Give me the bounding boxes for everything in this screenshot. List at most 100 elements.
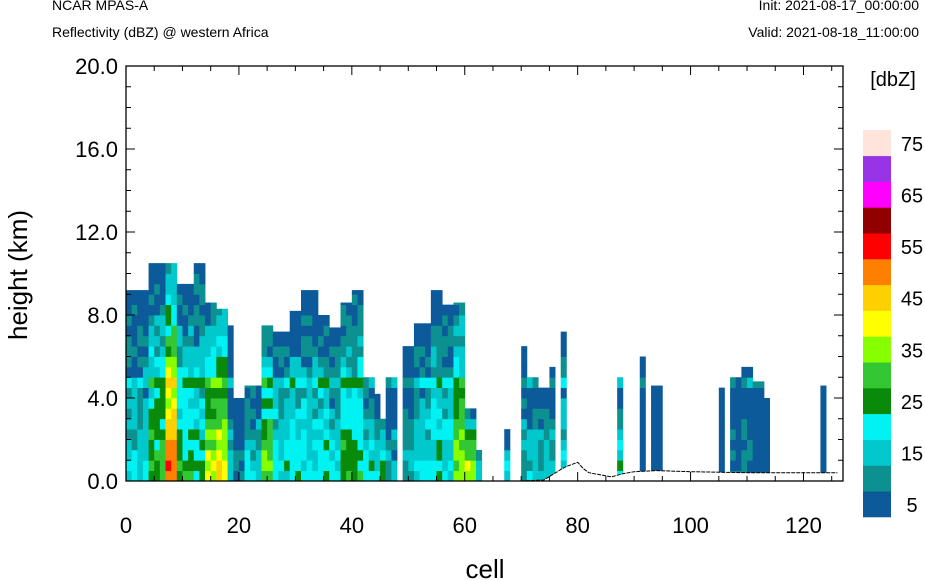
reflectivity-cell [549, 449, 556, 461]
reflectivity-cell [464, 429, 471, 440]
reflectivity-cell [221, 366, 229, 378]
reflectivity-cell [165, 325, 172, 337]
reflectivity-cell [272, 418, 279, 430]
reflectivity-cell [651, 418, 658, 430]
reflectivity-cell [165, 408, 172, 420]
reflectivity-cell [402, 439, 409, 451]
reflectivity-cell [752, 449, 759, 461]
colorbar-label: 45 [901, 289, 923, 311]
reflectivity-cell [210, 315, 217, 326]
reflectivity-cell [199, 387, 206, 399]
reflectivity-cell [453, 470, 460, 482]
reflectivity-cell [154, 418, 161, 430]
terrain-layer [126, 461, 838, 482]
reflectivity-cell [430, 470, 437, 482]
reflectivity-cell [210, 449, 217, 461]
reflectivity-cell [159, 346, 166, 357]
reflectivity-cell [205, 304, 212, 316]
reflectivity-cell [210, 439, 217, 451]
reflectivity-cell [278, 398, 285, 409]
reflectivity-cell [459, 302, 466, 306]
reflectivity-cell [171, 460, 178, 472]
reflectivity-cell [272, 356, 279, 368]
reflectivity-cell [227, 346, 234, 357]
reflectivity-cell [735, 377, 742, 389]
reflectivity-cell [747, 460, 754, 472]
reflectivity-cell [306, 356, 313, 368]
reflectivity-cell [560, 429, 567, 440]
reflectivity-cell [447, 346, 454, 357]
reflectivity-cell [521, 449, 528, 461]
reflectivity-cell [171, 470, 178, 482]
reflectivity-cell [193, 408, 200, 420]
reflectivity-cell [216, 308, 223, 316]
reflectivity-cell [346, 470, 353, 482]
reflectivity-cell [453, 418, 460, 430]
reflectivity-cell [221, 398, 229, 409]
reflectivity-cell [425, 439, 432, 451]
reflectivity-cell [532, 418, 539, 430]
reflectivity-cell [205, 429, 212, 440]
reflectivity-cell [413, 398, 420, 409]
reflectivity-cell [312, 294, 319, 306]
reflectivity-cell [199, 377, 206, 389]
reflectivity-cell [436, 418, 443, 430]
reflectivity-cell [357, 356, 364, 368]
reflectivity-cell [334, 366, 341, 378]
reflectivity-cell [193, 429, 200, 440]
reflectivity-cell [142, 325, 149, 337]
reflectivity-cell [312, 460, 319, 472]
reflectivity-cell [131, 290, 138, 295]
reflectivity-cell [199, 315, 206, 326]
reflectivity-cell [221, 308, 229, 316]
reflectivity-cell [301, 408, 308, 420]
reflectivity-cell [188, 460, 195, 472]
reflectivity-cell [741, 377, 748, 389]
reflectivity-cell [763, 460, 771, 472]
reflectivity-cell [334, 387, 341, 399]
reflectivity-cell [188, 315, 195, 326]
reflectivity-cell [464, 408, 471, 420]
reflectivity-cell [402, 398, 409, 409]
reflectivity-cell [188, 439, 195, 451]
reflectivity-cell [312, 408, 319, 420]
reflectivity-cell [425, 398, 432, 409]
reflectivity-cell [216, 470, 223, 482]
reflectivity-cell [306, 439, 313, 451]
reflectivity-cell [752, 408, 759, 420]
reflectivity-cell [267, 439, 274, 451]
reflectivity-cell [267, 449, 274, 461]
y-axis-label: height (km) [3, 210, 33, 340]
reflectivity-cell [346, 346, 353, 357]
reflectivity-cell [148, 470, 155, 482]
reflectivity-cell [159, 470, 166, 482]
reflectivity-cell [747, 449, 754, 461]
reflectivity-cell [233, 449, 240, 461]
reflectivity-cell [442, 460, 449, 472]
reflectivity-cell [165, 294, 172, 306]
reflectivity-cell [651, 449, 658, 461]
reflectivity-cell [430, 387, 437, 399]
reflectivity-cell [617, 418, 624, 430]
reflectivity-cell [244, 385, 251, 389]
reflectivity-cell [165, 398, 172, 409]
reflectivity-cell [617, 460, 624, 472]
reflectivity-cell [442, 408, 449, 420]
reflectivity-cell [385, 470, 392, 482]
reflectivity-cell [351, 460, 358, 472]
reflectivity-cell [639, 377, 646, 389]
reflectivity-cell [391, 449, 398, 461]
reflectivity-cell [656, 387, 663, 399]
reflectivity-cell [430, 346, 437, 357]
reflectivity-cell [639, 429, 646, 440]
reflectivity-cell [250, 385, 257, 389]
reflectivity-cell [176, 315, 183, 326]
reflectivity-cell [250, 439, 257, 451]
reflectivity-cell [182, 387, 189, 399]
reflectivity-cell [538, 429, 545, 440]
reflectivity-cell [289, 346, 296, 357]
reflectivity-cell [735, 408, 742, 420]
reflectivity-cell [289, 449, 296, 461]
reflectivity-cell [543, 449, 550, 461]
reflectivity-cell [442, 377, 449, 389]
